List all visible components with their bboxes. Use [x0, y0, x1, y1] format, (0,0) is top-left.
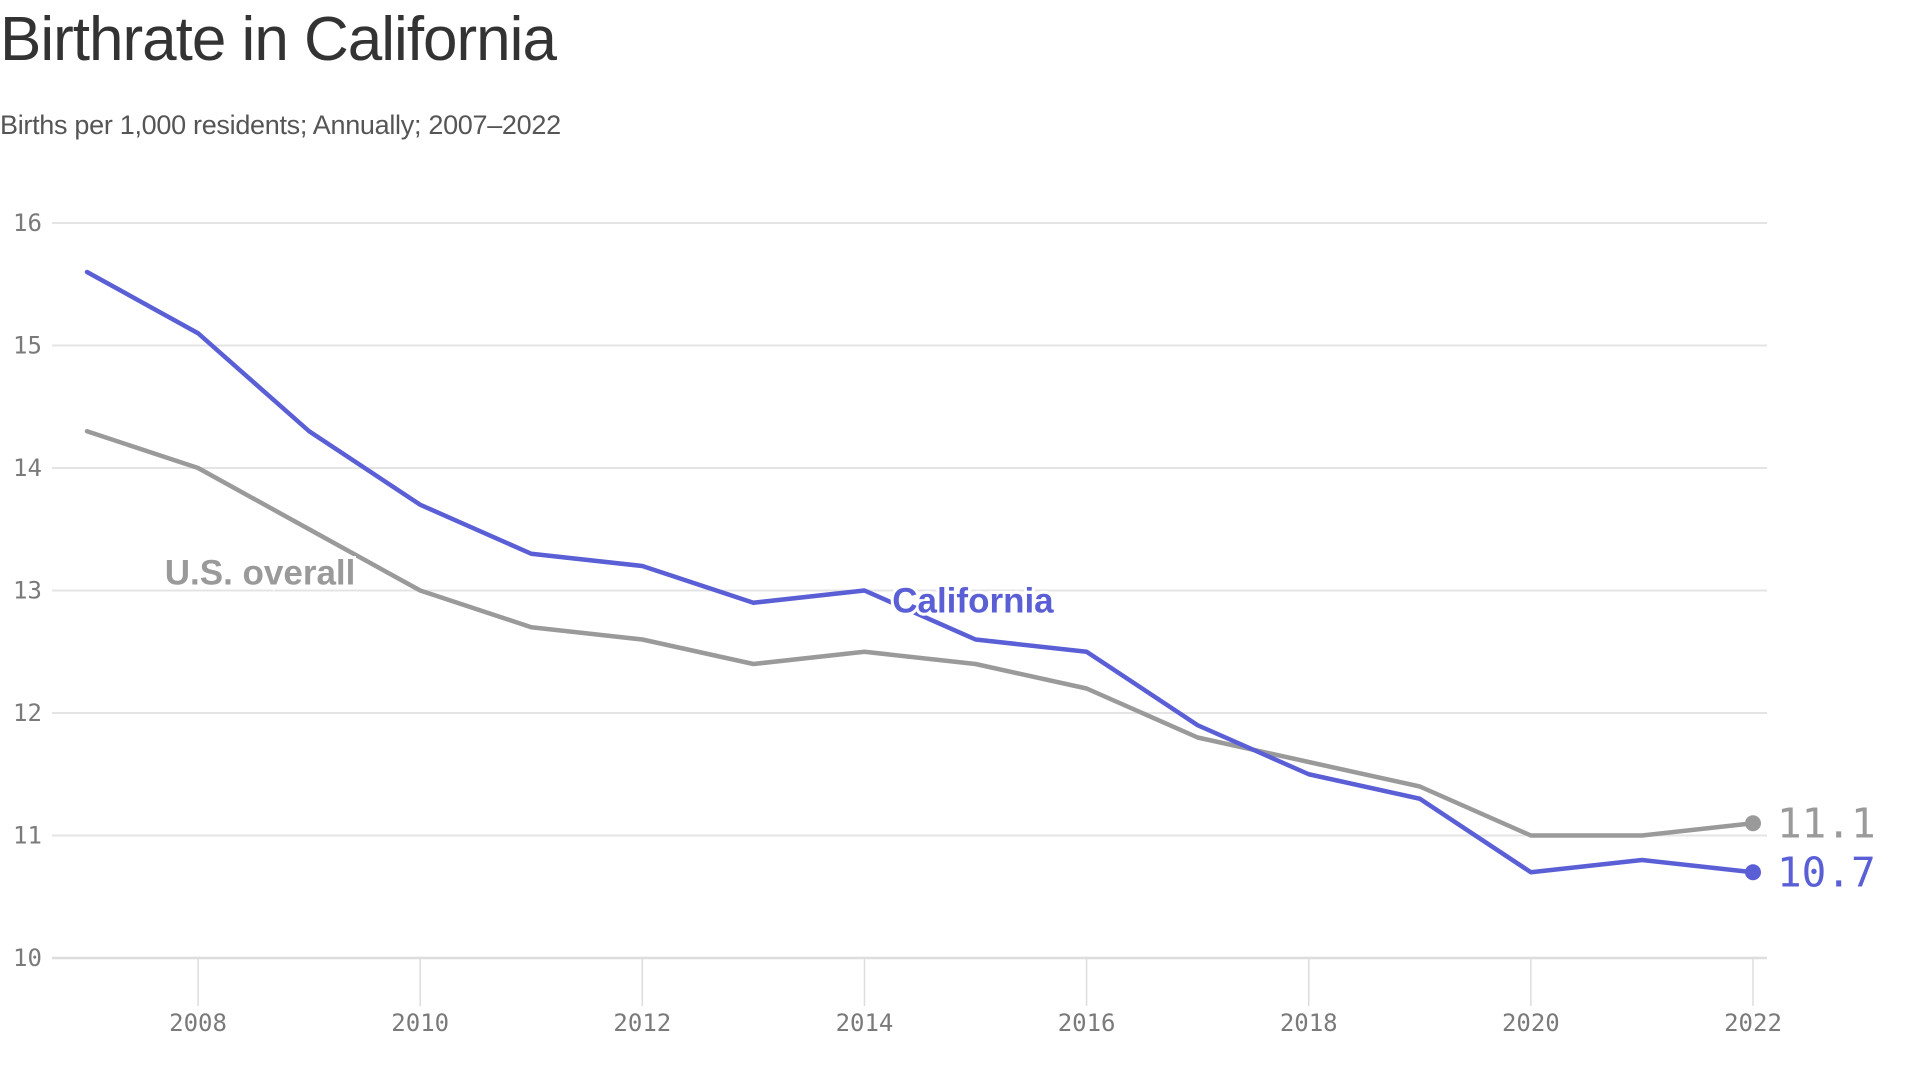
- gridlines: [52, 222, 1767, 960]
- series-label-u-s-overall: U.S. overall: [165, 553, 356, 592]
- y-tick-label: 10: [13, 944, 42, 972]
- y-tick-label: 13: [13, 577, 42, 605]
- x-tick-label: 2012: [613, 1009, 671, 1037]
- series-label-california: California: [892, 582, 1054, 621]
- y-tick-label: 15: [13, 332, 42, 360]
- chart-title: Birthrate in California: [0, 5, 557, 74]
- end-marker-u-s-overall: [1745, 815, 1761, 832]
- x-tick-label: 2020: [1502, 1009, 1560, 1037]
- series-line-california: [84, 269, 1756, 875]
- chart-subtitle: Births per 1,000 residents; Annually; 20…: [0, 110, 561, 140]
- end-value-label-u-s-overall: 11.1: [1777, 799, 1876, 847]
- x-tick-label: 2010: [391, 1009, 449, 1037]
- x-tick-label: 2016: [1058, 1009, 1116, 1037]
- x-axis: 2008 2010 2012 2014 2016 2018 2020 2022: [169, 958, 1782, 1037]
- series-line-u-s-overall: [84, 429, 1756, 838]
- y-tick-label: 14: [13, 454, 42, 482]
- y-tick-label: 12: [13, 699, 42, 727]
- series-lines: [84, 269, 1756, 875]
- y-tick-label: 11: [13, 822, 42, 850]
- y-tick-label: 16: [13, 209, 42, 237]
- x-tick-label: 2022: [1724, 1009, 1782, 1037]
- y-axis: 10 11 12 13 14 15 16: [13, 209, 42, 972]
- x-tick-label: 2014: [836, 1009, 894, 1037]
- x-tick-label: 2018: [1280, 1009, 1338, 1037]
- end-value-label-california: 10.7: [1777, 848, 1876, 896]
- series-labels: 11.110.7 California U.S. overall: [162, 550, 1876, 896]
- end-marker-california: [1745, 864, 1761, 881]
- x-tick-label: 2008: [169, 1009, 227, 1037]
